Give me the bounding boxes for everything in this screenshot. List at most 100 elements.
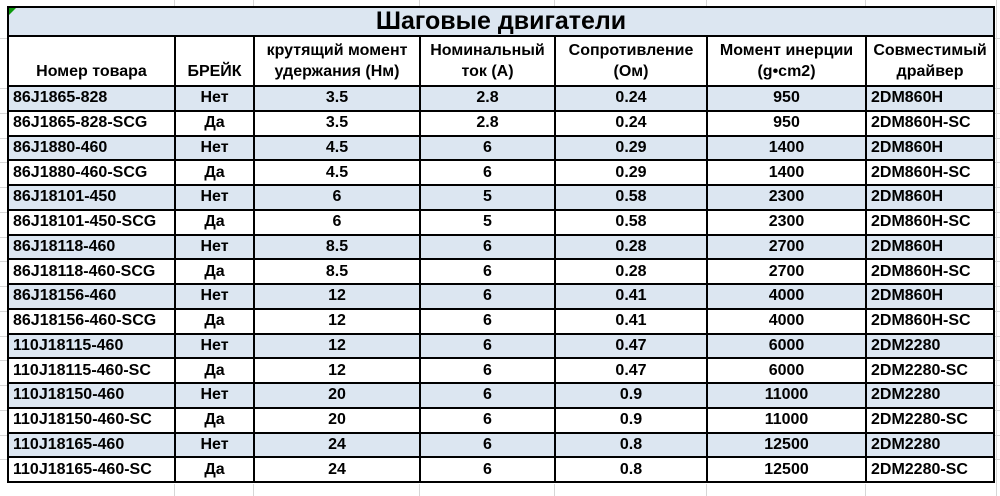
table-cell[interactable]: Да: [174, 159, 255, 186]
table-cell[interactable]: 0.9: [554, 406, 708, 434]
table-cell[interactable]: 0.8: [554, 456, 708, 483]
cell-product-number[interactable]: 110J18150-460: [7, 382, 176, 409]
table-cell[interactable]: Нет: [174, 332, 255, 360]
cell-product-number[interactable]: 86J1865-828-SCG: [7, 109, 176, 137]
table-cell[interactable]: Да: [174, 456, 255, 483]
table-cell[interactable]: 2.8: [419, 109, 556, 137]
table-cell[interactable]: 6: [253, 184, 421, 211]
cell-product-number[interactable]: 86J18156-460: [7, 283, 176, 310]
table-cell[interactable]: Да: [174, 406, 255, 434]
table-cell[interactable]: Да: [174, 357, 255, 384]
table-cell[interactable]: 2DM2280: [864, 431, 996, 459]
table-cell[interactable]: Нет: [174, 382, 255, 409]
table-cell[interactable]: 3.5: [253, 85, 421, 112]
table-cell[interactable]: Да: [174, 307, 255, 335]
cell-product-number[interactable]: 86J18118-460-SCG: [7, 258, 176, 285]
table-cell[interactable]: 24: [253, 431, 421, 459]
table-cell[interactable]: 2DM860H: [864, 85, 996, 112]
table-cell[interactable]: 4000: [706, 307, 867, 335]
table-cell[interactable]: 12: [253, 357, 421, 384]
table-cell[interactable]: 6: [419, 456, 556, 483]
table-cell[interactable]: Да: [174, 258, 255, 285]
table-cell[interactable]: 5: [419, 184, 556, 211]
cell-product-number[interactable]: 86J1865-828: [7, 85, 176, 112]
table-cell[interactable]: 0.29: [554, 159, 708, 186]
table-cell[interactable]: Нет: [174, 431, 255, 459]
table-cell[interactable]: 6: [419, 431, 556, 459]
table-cell[interactable]: 6: [419, 307, 556, 335]
table-cell[interactable]: 5: [419, 208, 556, 236]
table-cell[interactable]: 6: [419, 258, 556, 285]
cell-product-number[interactable]: 110J18165-460-SC: [7, 456, 176, 483]
table-cell[interactable]: 950: [706, 85, 867, 112]
header-cell-col0[interactable]: Номер товара: [7, 35, 176, 87]
table-cell[interactable]: 12: [253, 307, 421, 335]
cell-product-number[interactable]: 110J18115-460-SC: [7, 357, 176, 384]
title-cell[interactable]: Шаговые двигатели: [6, 6, 996, 37]
table-cell[interactable]: 4.5: [253, 159, 421, 186]
table-cell[interactable]: 2DM860H-SC: [864, 258, 996, 285]
table-cell[interactable]: 4.5: [253, 134, 421, 162]
table-cell[interactable]: 6: [419, 159, 556, 186]
header-cell-col2[interactable]: крутящий момент удержания (Нм): [253, 35, 421, 87]
table-cell[interactable]: 12: [253, 283, 421, 310]
cell-product-number[interactable]: 110J18150-460-SC: [7, 406, 176, 434]
cell-product-number[interactable]: 86J18101-450: [7, 184, 176, 211]
table-cell[interactable]: 4000: [706, 283, 867, 310]
table-cell[interactable]: 2700: [706, 233, 867, 261]
table-cell[interactable]: 2DM2280-SC: [864, 357, 996, 384]
table-cell[interactable]: 0.28: [554, 233, 708, 261]
table-cell[interactable]: 6: [419, 382, 556, 409]
table-cell[interactable]: Нет: [174, 184, 255, 211]
table-cell[interactable]: 2DM860H-SC: [864, 159, 996, 186]
header-cell-col1[interactable]: БРЕЙК: [174, 35, 255, 87]
table-cell[interactable]: Да: [174, 208, 255, 236]
table-cell[interactable]: 12500: [706, 456, 867, 483]
table-cell[interactable]: 6: [419, 283, 556, 310]
table-cell[interactable]: 2DM860H: [864, 184, 996, 211]
table-cell[interactable]: 2DM2280: [864, 382, 996, 409]
table-cell[interactable]: 3.5: [253, 109, 421, 137]
table-cell[interactable]: 1400: [706, 159, 867, 186]
table-cell[interactable]: 8.5: [253, 233, 421, 261]
table-cell[interactable]: 1400: [706, 134, 867, 162]
table-cell[interactable]: 2DM2280-SC: [864, 456, 996, 483]
table-cell[interactable]: 0.41: [554, 307, 708, 335]
table-cell[interactable]: 6: [419, 357, 556, 384]
table-cell[interactable]: 2.8: [419, 85, 556, 112]
table-cell[interactable]: Нет: [174, 134, 255, 162]
table-cell[interactable]: 2DM860H: [864, 233, 996, 261]
table-cell[interactable]: Да: [174, 109, 255, 137]
table-cell[interactable]: 2DM2280-SC: [864, 406, 996, 434]
table-cell[interactable]: 6000: [706, 357, 867, 384]
table-cell[interactable]: Нет: [174, 85, 255, 112]
table-cell[interactable]: 6: [419, 134, 556, 162]
table-cell[interactable]: 2300: [706, 208, 867, 236]
table-cell[interactable]: 0.58: [554, 208, 708, 236]
table-cell[interactable]: 2DM860H: [864, 134, 996, 162]
table-cell[interactable]: 20: [253, 406, 421, 434]
table-cell[interactable]: 0.41: [554, 283, 708, 310]
table-cell[interactable]: 11000: [706, 382, 867, 409]
table-cell[interactable]: 2700: [706, 258, 867, 285]
header-cell-col3[interactable]: Номинальный ток (А): [419, 35, 556, 87]
table-cell[interactable]: 20: [253, 382, 421, 409]
table-cell[interactable]: 0.29: [554, 134, 708, 162]
table-cell[interactable]: 8.5: [253, 258, 421, 285]
table-cell[interactable]: 0.9: [554, 382, 708, 409]
table-cell[interactable]: 6: [419, 233, 556, 261]
header-cell-col6[interactable]: Совместимый драйвер: [864, 35, 996, 87]
table-cell[interactable]: 950: [706, 109, 867, 137]
table-cell[interactable]: 2DM860H-SC: [864, 307, 996, 335]
table-cell[interactable]: 2DM2280: [864, 332, 996, 360]
table-cell[interactable]: 2300: [706, 184, 867, 211]
table-cell[interactable]: Нет: [174, 283, 255, 310]
cell-product-number[interactable]: 86J18101-450-SCG: [7, 208, 176, 236]
table-cell[interactable]: 2DM860H-SC: [864, 109, 996, 137]
table-cell[interactable]: 2DM860H: [864, 283, 996, 310]
table-cell[interactable]: 12500: [706, 431, 867, 459]
table-cell[interactable]: 6: [253, 208, 421, 236]
table-cell[interactable]: 0.47: [554, 332, 708, 360]
cell-product-number[interactable]: 110J18165-460: [7, 431, 176, 459]
table-cell[interactable]: 0.47: [554, 357, 708, 384]
